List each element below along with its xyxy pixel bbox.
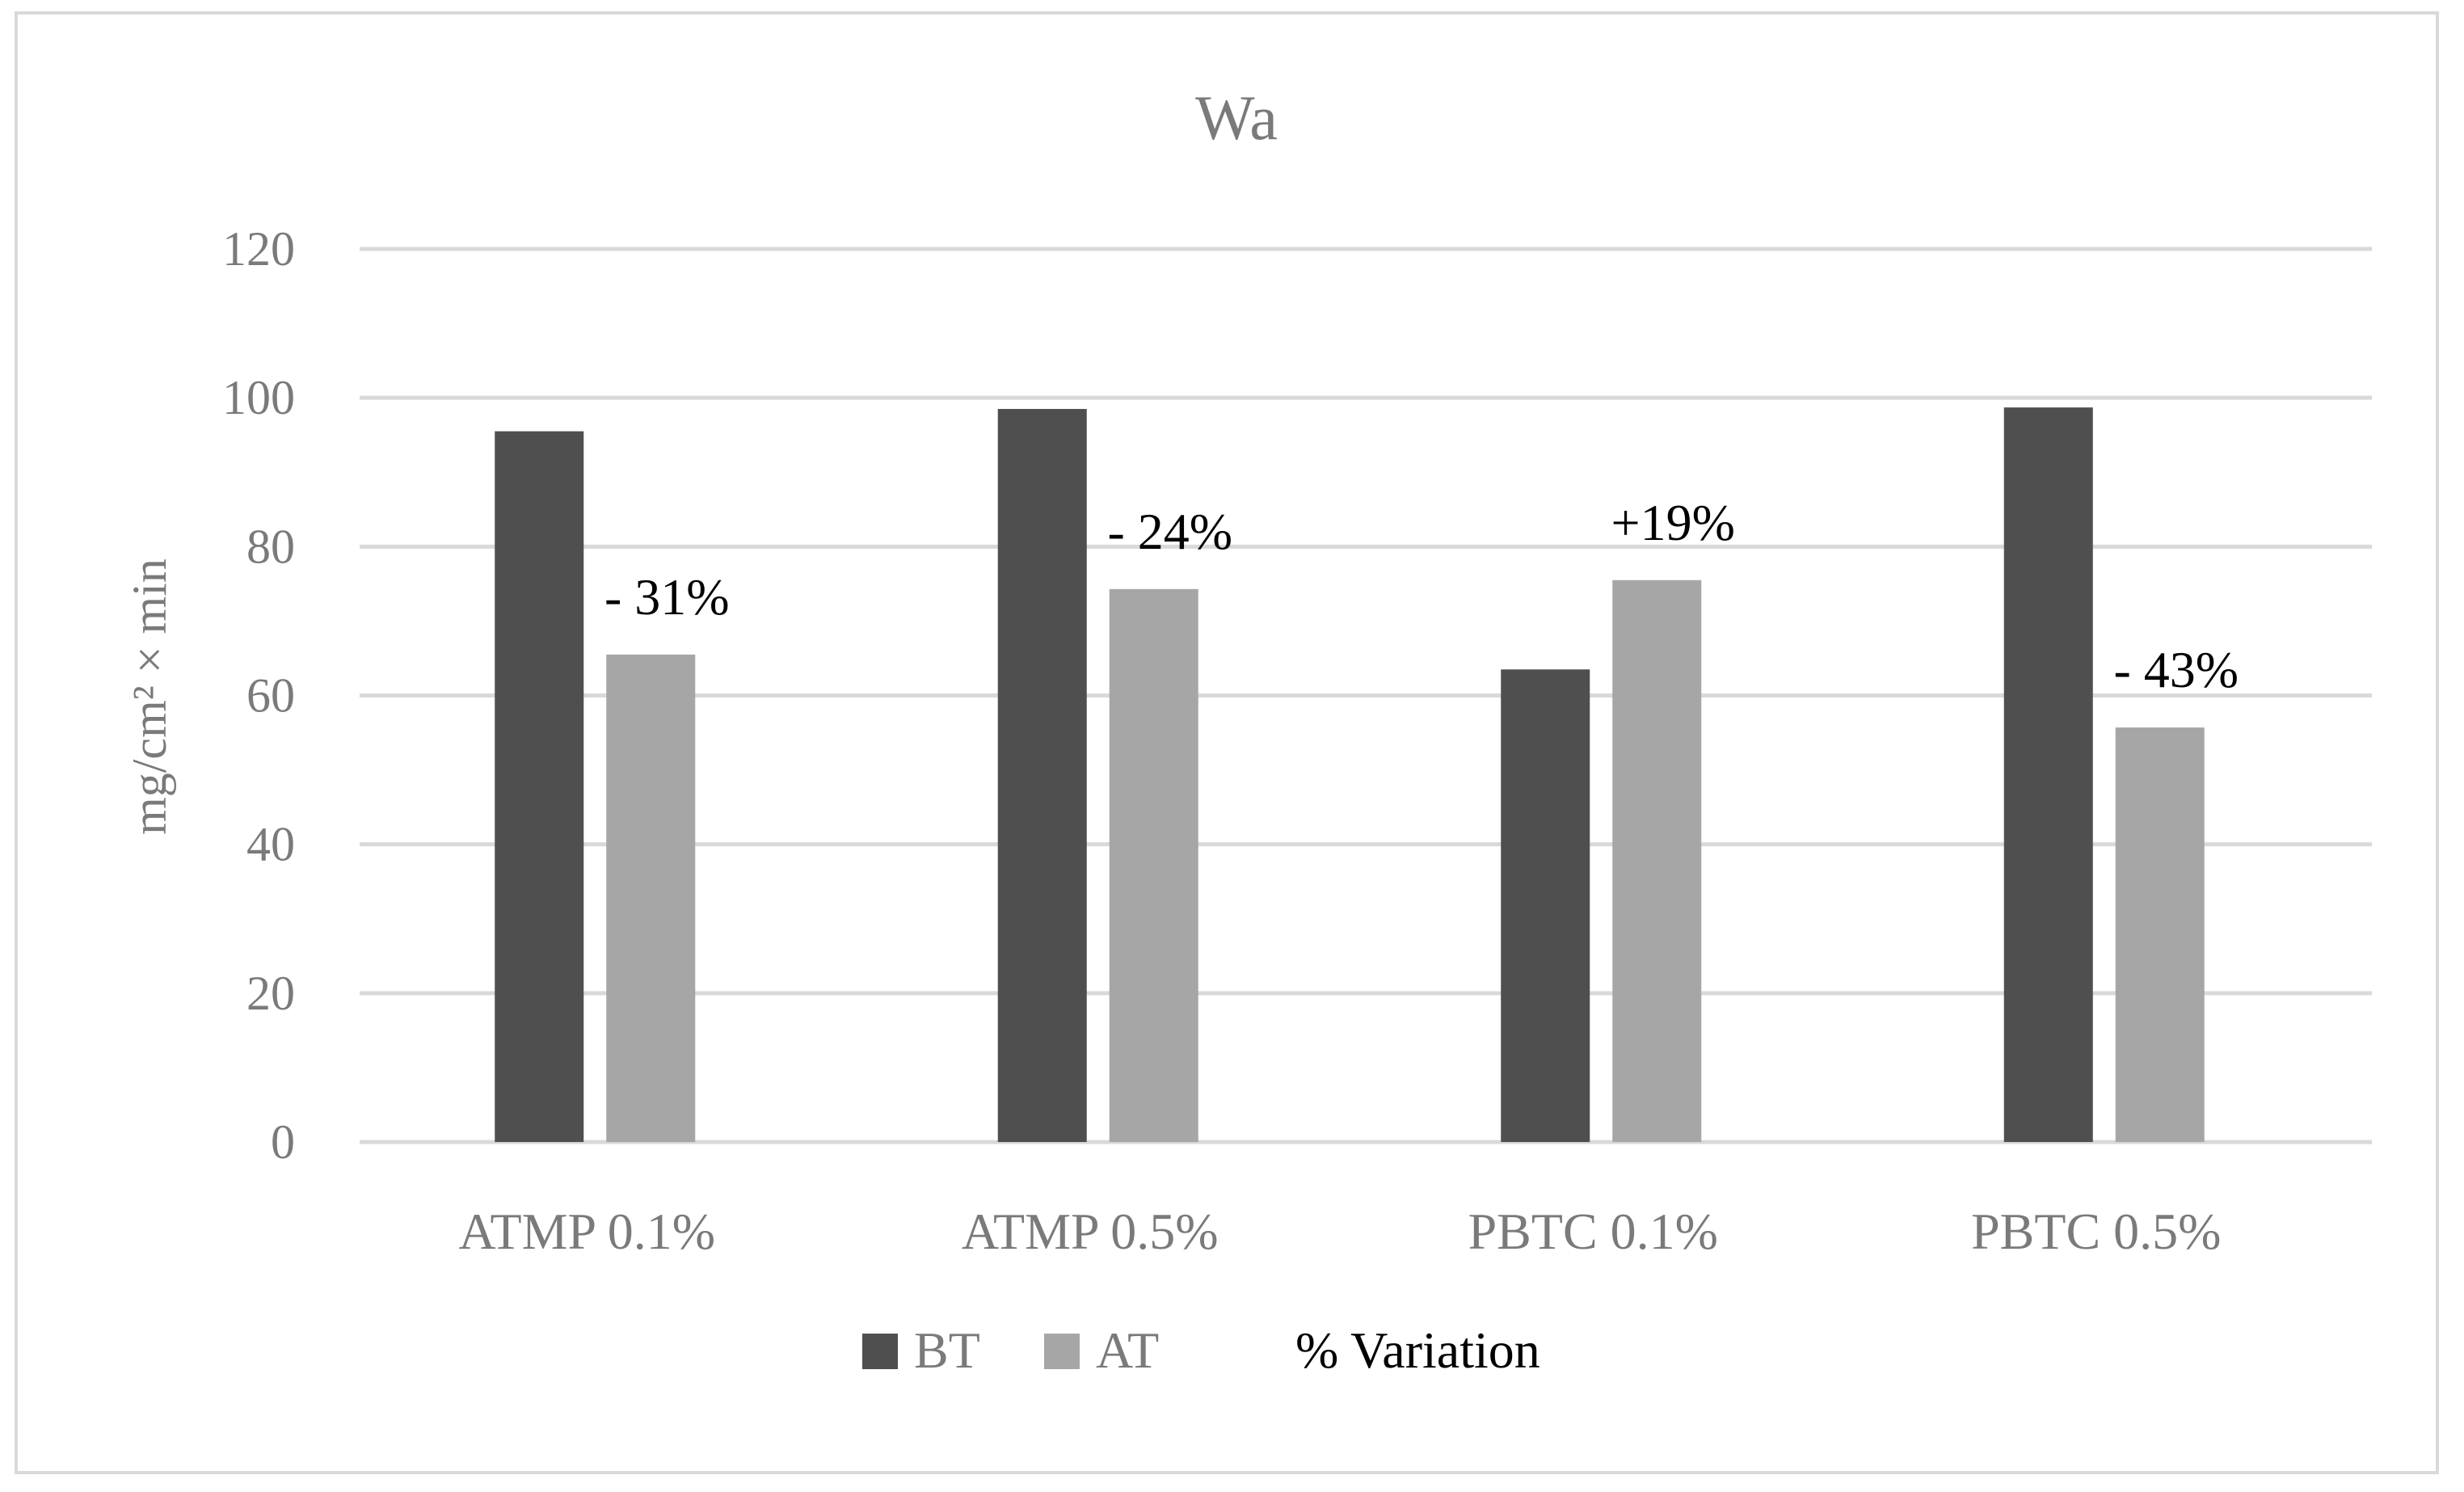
variation-labels: - 31% - 24% +19% - 43% [604, 494, 2239, 698]
bar-bt [1501, 669, 1590, 1142]
bar-bt [2003, 407, 2093, 1142]
legend-label-bt: BT [914, 1321, 980, 1379]
y-tick-label: 60 [246, 669, 295, 723]
legend-label-variation: % Variation [1295, 1321, 1540, 1379]
variation-label: +19% [1611, 494, 1735, 551]
legend: BT AT % Variation [862, 1321, 1540, 1379]
legend-swatch-bt [862, 1334, 898, 1369]
bars [495, 407, 2205, 1143]
legend-label-at: AT [1096, 1321, 1159, 1379]
x-tick-label: PBTC 0.5% [1971, 1203, 2221, 1260]
y-tick-label: 20 [246, 967, 295, 1020]
variation-label: - 43% [2113, 641, 2239, 698]
chart-title: Wa [1195, 82, 1278, 153]
y-axis-label: mg/cm² × min [123, 558, 176, 835]
bar-at [1612, 580, 1702, 1142]
y-tick-label: 100 [222, 371, 295, 424]
variation-label: - 24% [1107, 503, 1232, 560]
y-tick-label: 120 [222, 222, 295, 276]
y-tick-label: 0 [271, 1115, 295, 1169]
x-tick-labels: ATMP 0.1% ATMP 0.5% PBTC 0.1% PBTC 0.5% [458, 1203, 2221, 1260]
legend-swatch-at [1044, 1334, 1080, 1369]
x-tick-label: PBTC 0.1% [1468, 1203, 1718, 1260]
x-tick-label: ATMP 0.5% [962, 1203, 1219, 1260]
bar-bt [997, 408, 1087, 1143]
bar-at [2115, 727, 2205, 1142]
y-tick-labels: 0 20 40 60 80 100 120 [222, 222, 295, 1169]
bar-bt [495, 431, 584, 1142]
bar-at [1109, 588, 1198, 1142]
x-tick-label: ATMP 0.1% [458, 1203, 715, 1260]
y-tick-label: 80 [246, 520, 295, 573]
bar-at [606, 654, 696, 1142]
variation-label: - 31% [604, 568, 730, 626]
y-tick-label: 40 [246, 818, 295, 871]
